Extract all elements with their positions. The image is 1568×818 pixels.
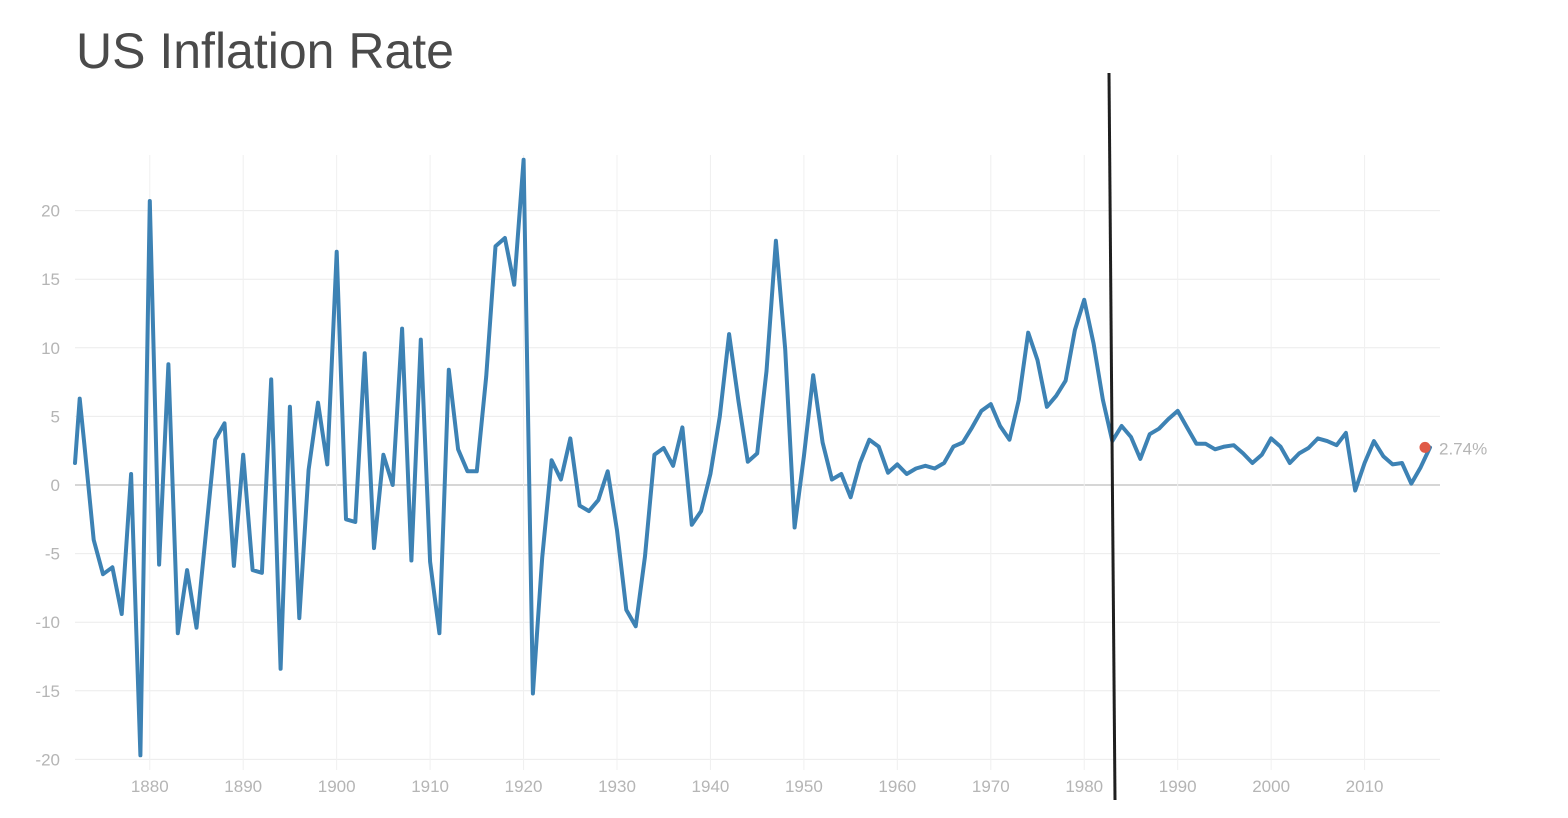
x-tick-label: 1900	[318, 777, 356, 796]
last-value-label: 2.74%	[1439, 439, 1487, 458]
x-tick-label: 1930	[598, 777, 636, 796]
x-tick-label: 1960	[878, 777, 916, 796]
x-tick-label: 2000	[1252, 777, 1290, 796]
vertical-marker-line	[1107, 72, 1117, 801]
x-tick-label: 1990	[1159, 777, 1197, 796]
y-tick-label: -10	[35, 613, 60, 632]
x-tick-label: 1910	[411, 777, 449, 796]
x-tick-label: 1980	[1065, 777, 1103, 796]
inflation-series-line	[73, 157, 1432, 758]
y-tick-label: 20	[41, 202, 60, 221]
series-layer	[73, 157, 1432, 758]
y-tick-label: -5	[45, 545, 60, 564]
axis-labels: 20 15 10 5 0 -5 -10 -15 -20 1880 1890 1900 1910 1920 1…	[35, 202, 1383, 796]
marker-layer: 2.74%	[1419, 439, 1487, 458]
x-tick-label: 1880	[131, 777, 169, 796]
x-tick-label: 2010	[1346, 777, 1384, 796]
y-tick-label: 5	[51, 407, 60, 426]
x-tick-label: 1920	[505, 777, 543, 796]
y-tick-label: 10	[41, 339, 60, 358]
last-value-marker	[1419, 441, 1431, 453]
x-tick-label: 1970	[972, 777, 1010, 796]
grid-layer	[75, 155, 1440, 770]
y-tick-label: 0	[51, 476, 60, 495]
y-tick-label: -15	[35, 682, 60, 701]
y-tick-label: 15	[41, 270, 60, 289]
y-tick-label: -20	[35, 750, 60, 769]
chart-title: US Inflation Rate	[76, 23, 454, 79]
x-tick-label: 1940	[692, 777, 730, 796]
x-tick-label: 1890	[224, 777, 262, 796]
x-tick-label: 1950	[785, 777, 823, 796]
